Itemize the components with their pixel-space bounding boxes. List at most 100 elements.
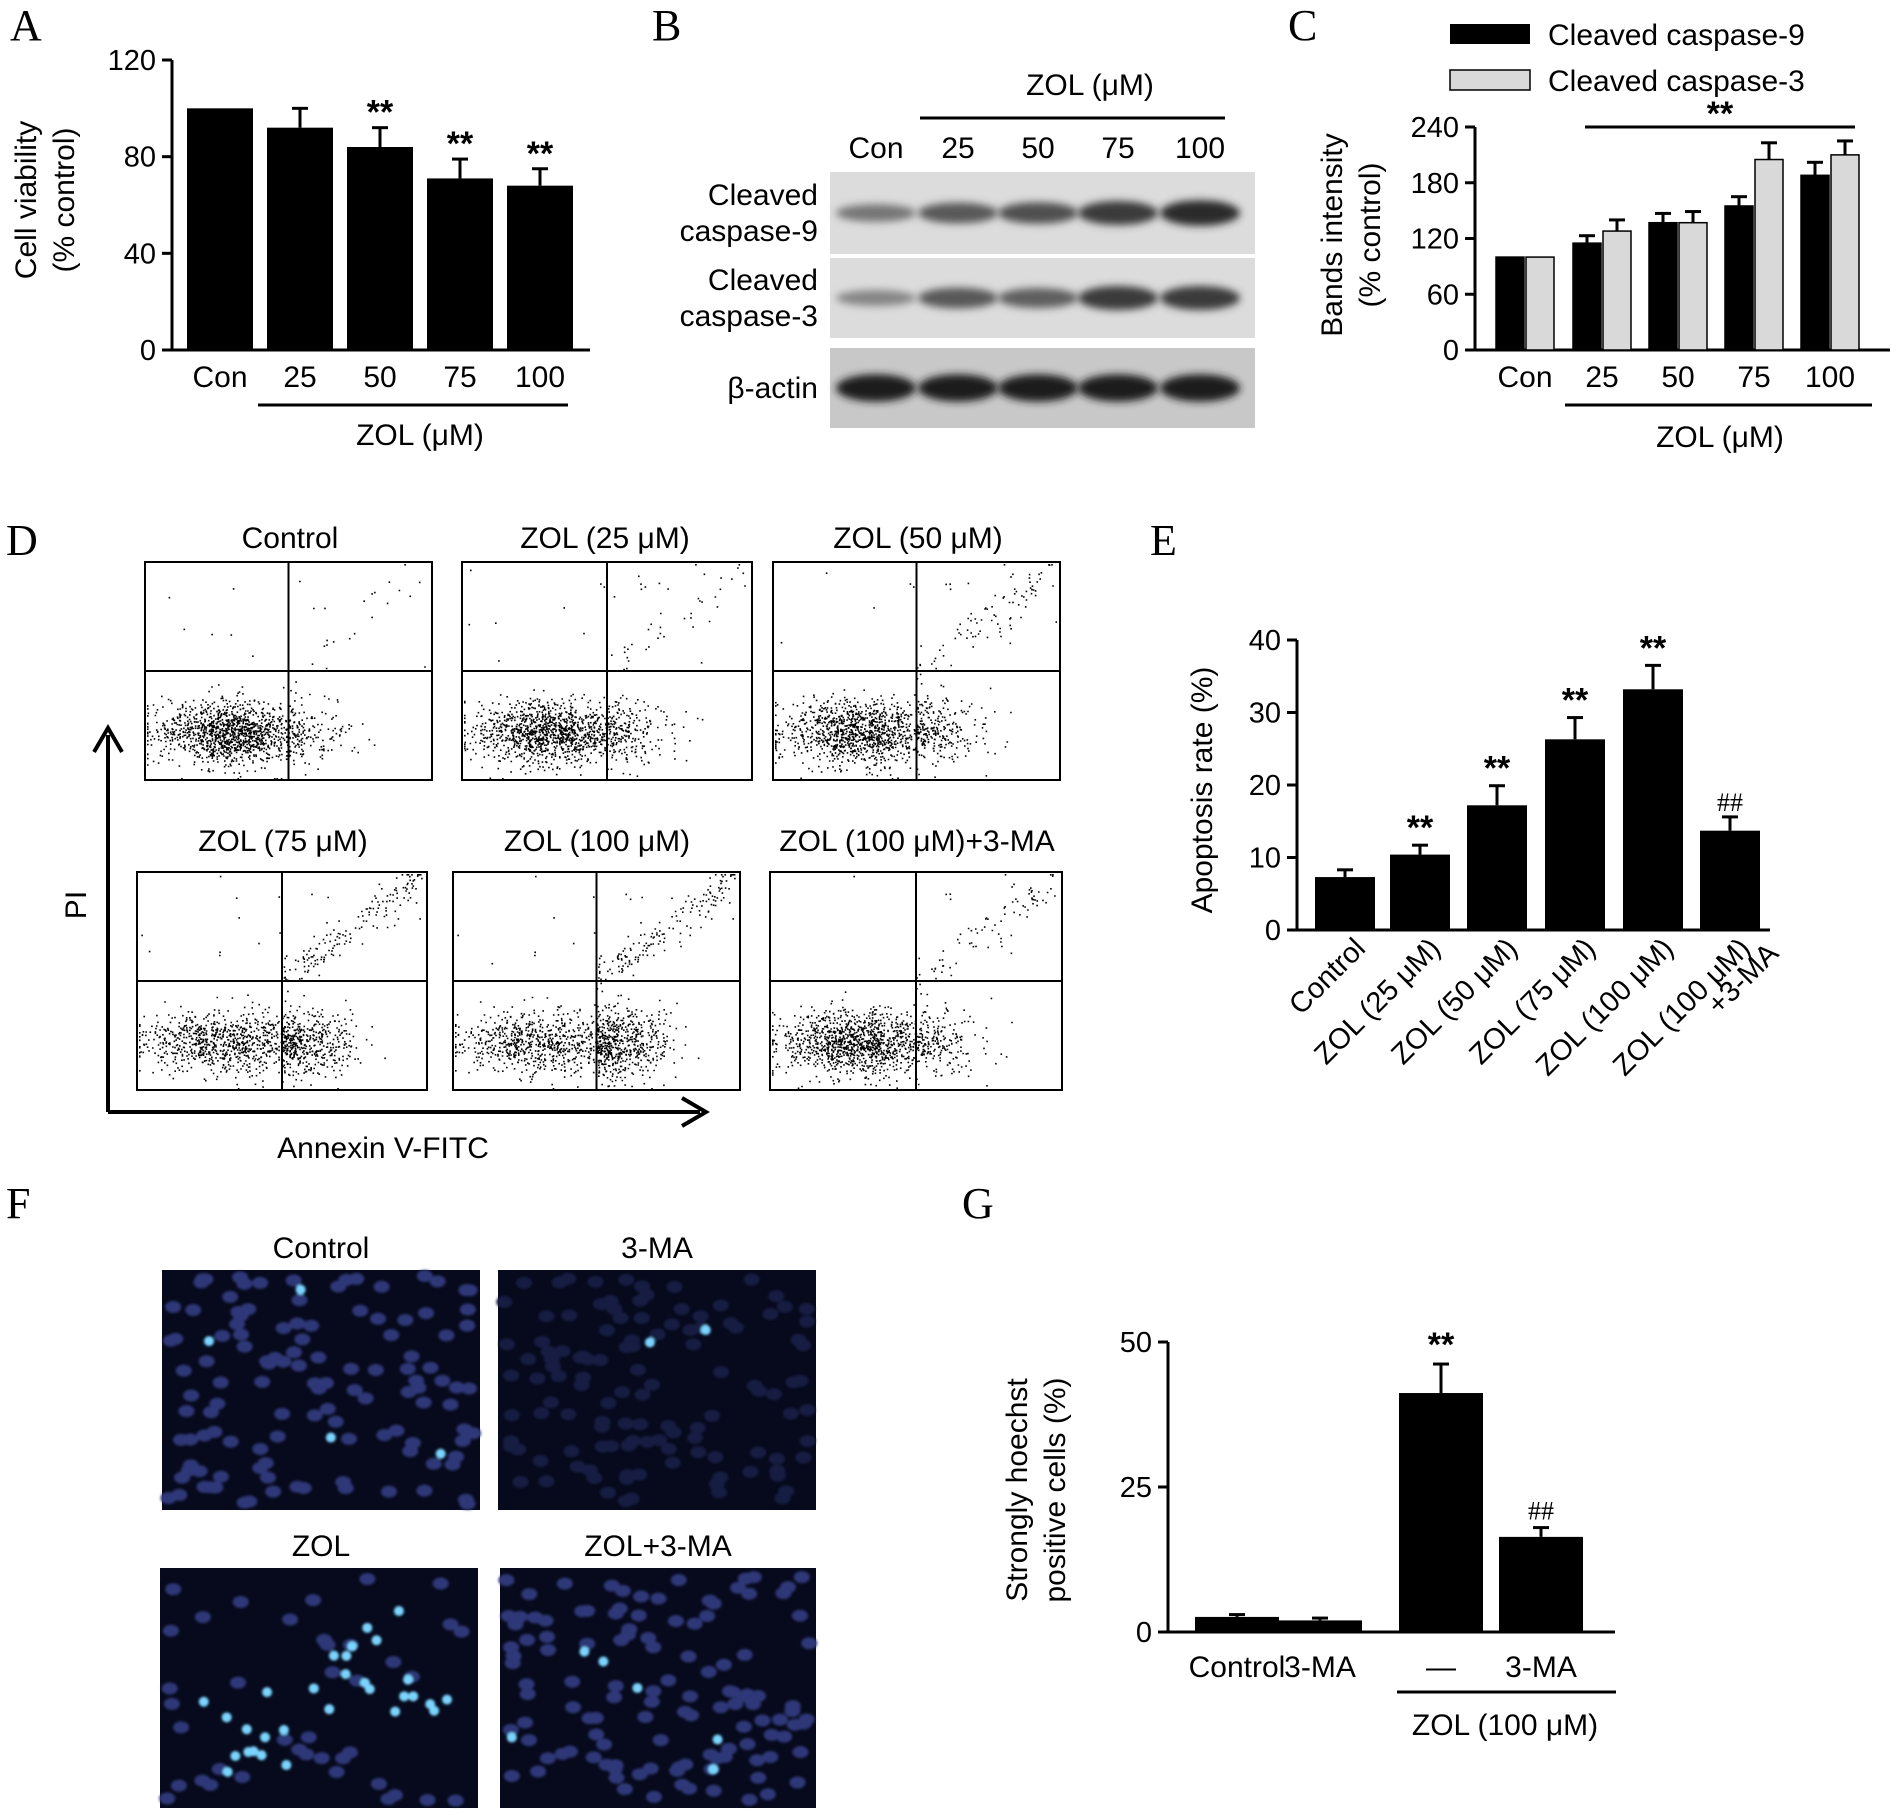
hoechst-nucleus (236, 1340, 253, 1353)
hoechst-nucleus (652, 1734, 669, 1747)
hoechst-nucleus (267, 1351, 284, 1364)
hoechst-nucleus (456, 1423, 473, 1436)
hoechst-bright-nucleus (278, 1725, 289, 1736)
flow-plot-title: ZOL (75 μM) (198, 825, 368, 858)
hoechst-nucleus (196, 1429, 213, 1442)
hoechst-nucleus (721, 1685, 738, 1698)
hoechst-nucleus (269, 1430, 286, 1443)
hoechst-nucleus (598, 1324, 615, 1337)
hoechst-nucleus (519, 1633, 536, 1646)
hoechst-nucleus (160, 1491, 177, 1504)
hoechst-bright-nucleus (281, 1760, 292, 1771)
hoechst-bright-nucleus (230, 1750, 241, 1761)
panel-a-ytick-label: 80 (124, 142, 156, 174)
hoechst-nucleus (503, 1770, 520, 1783)
hoechst-nucleus (798, 1302, 815, 1315)
hoechst-nucleus (768, 1452, 785, 1465)
hoechst-nucleus (454, 1434, 471, 1447)
hoechst-nucleus (585, 1751, 602, 1764)
panel-c-bar (1724, 205, 1754, 351)
hoechst-nucleus (638, 1289, 655, 1302)
hoechst-nucleus (399, 1362, 416, 1375)
flow-plot-events (775, 564, 1058, 780)
hoechst-nucleus (574, 1605, 591, 1618)
hoechst-nucleus (448, 1450, 465, 1463)
hoechst-nucleus (793, 1571, 810, 1584)
hoechst-image-title: ZOL+3-MA (584, 1530, 732, 1563)
hoechst-nucleus (319, 1402, 336, 1415)
hoechst-nucleus (680, 1650, 697, 1663)
panel-a-bar (507, 185, 573, 350)
hoechst-nucleus (294, 1333, 311, 1346)
panel-b-band (1078, 286, 1158, 310)
hoechst-nucleus (337, 1482, 354, 1495)
hoechst-nucleus (259, 1471, 276, 1484)
flow-plot-dots (464, 564, 746, 780)
panel-b-band (836, 204, 916, 222)
hoechst-nucleus (686, 1617, 703, 1630)
hoechst-nucleus (586, 1471, 603, 1484)
hoechst-nucleus (159, 1792, 176, 1805)
hoechst-nucleus (554, 1345, 571, 1358)
hoechst-nucleus (505, 1650, 522, 1663)
hoechst-nucleus (799, 1404, 816, 1417)
hoechst-nucleus (762, 1308, 779, 1321)
panel-b-row-label: caspase-3 (680, 300, 818, 333)
panel-g-chart: Strongly hoechst positive cells (%) ZOL … (1001, 1326, 1616, 1742)
hoechst-nucleus (603, 1579, 620, 1592)
panel-e-ytick-label: 40 (1249, 625, 1281, 657)
hoechst-nucleus (762, 1751, 779, 1764)
hoechst-nucleus (704, 1409, 721, 1422)
hoechst-nucleus (645, 1641, 662, 1654)
hoechst-nucleus (173, 1433, 190, 1446)
hoechst-nucleus (633, 1312, 650, 1325)
hoechst-nucleus (276, 1733, 293, 1746)
hoechst-nucleus (385, 1655, 402, 1668)
panel-e-bar (1467, 805, 1527, 930)
hoechst-nucleus (232, 1595, 249, 1608)
hoechst-nucleus (712, 1471, 729, 1484)
panel-c-bar (1830, 154, 1860, 351)
hoechst-nucleus (448, 1381, 465, 1394)
hoechst-nucleus (533, 1407, 550, 1420)
hoechst-nucleus (498, 1574, 515, 1587)
panel-g-ytick-label: 25 (1120, 1472, 1152, 1504)
hoechst-nucleus (432, 1577, 449, 1590)
panel-b-band (836, 290, 916, 306)
hoechst-nucleus (660, 1442, 677, 1455)
hoechst-nucleus (306, 1409, 323, 1422)
panel-c-ylabel-line1: Bands intensity (1316, 133, 1349, 336)
hoechst-nucleus (599, 1486, 616, 1499)
hoechst-bright-nucleus (324, 1704, 335, 1715)
panel-c-ytick-label: 120 (1411, 224, 1459, 256)
hoechst-nucleus (632, 1418, 649, 1431)
hoechst-nucleus (442, 1398, 459, 1411)
hoechst-nucleus (539, 1752, 556, 1765)
panel-e-significance: ** (1407, 809, 1434, 847)
pi-axis-label: PI (60, 891, 93, 919)
hoechst-nuclei (159, 1573, 470, 1807)
hoechst-nucleus (631, 1768, 648, 1781)
hoechst-nucleus (173, 1721, 190, 1734)
hoechst-nucleus (608, 1771, 625, 1784)
hoechst-nucleus (275, 1322, 292, 1335)
hoechst-nucleus (442, 1618, 459, 1631)
hoechst-bright-nucleus (700, 1325, 711, 1336)
hoechst-nucleus (527, 1611, 544, 1624)
hoechst-nucleus (669, 1764, 686, 1777)
hoechst-nucleus (776, 1300, 793, 1313)
hoechst-nucleus (667, 1614, 684, 1627)
hoechst-bright-nucleus (598, 1656, 609, 1667)
hoechst-nucleus (791, 1609, 808, 1622)
hoechst-bright-nucleus (340, 1669, 351, 1680)
legend-swatch-caspase-9 (1450, 24, 1530, 44)
hoechst-bright-nucleus (371, 1635, 382, 1646)
hoechst-nucleus (500, 1609, 517, 1622)
hoechst-bright-nucleus (408, 1691, 419, 1702)
hoechst-nucleus (194, 1611, 211, 1624)
hoechst-nucleus (543, 1352, 560, 1365)
hoechst-bright-nucleus (403, 1674, 414, 1685)
hoechst-nucleus (438, 1329, 455, 1342)
hoechst-bright-nucleus (204, 1336, 215, 1347)
